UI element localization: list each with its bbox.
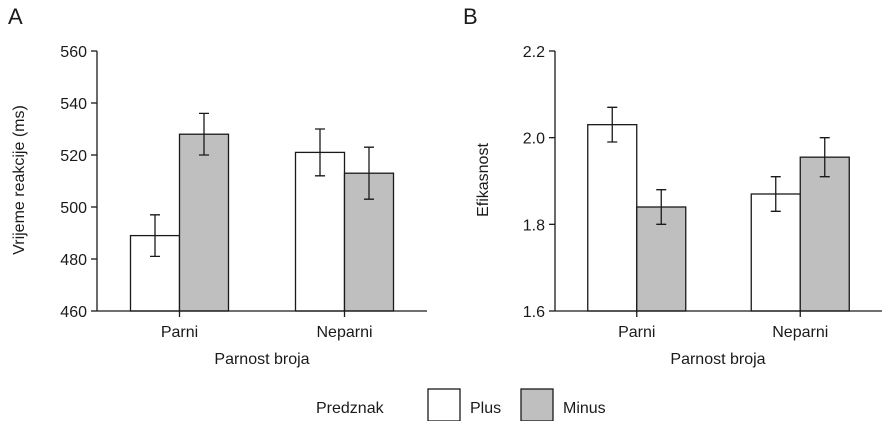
panel-a-ylabel: Vrijeme reakcije (ms) [11,105,28,255]
panel-b-y-tick-label: 2.0 [523,131,545,148]
panel-a-bar-neparni-plus [294,151,346,312]
panel-b-xlabel: Parnost broja [670,351,765,368]
panel-a-bar-parni-minus [178,133,230,312]
panel-b-x-tick-label: Neparni [772,324,828,341]
panel-a-x-tick-label: Parni [161,324,198,341]
panel-a-errorbar-parni-plus [150,214,160,258]
legend-swatch-minus [520,388,554,421]
panel-b-x-tick-label: Parni [618,324,655,341]
legend-swatch-plus [427,388,461,421]
panel-a-errorbar-neparni-minus [364,146,374,200]
panel-a-y-tick-label: 480 [60,252,87,269]
panel-a-y-tick-label: 520 [60,148,87,165]
panel-a-errorbar-parni-minus [199,112,209,156]
panel-a-letter: A [8,4,23,29]
panel-a: A Vrijeme reakcije (ms) Parnost broja Pa… [8,4,427,368]
panel-a-y-tick-label: 460 [60,304,87,321]
panel-b-errorbar-neparni-plus [770,176,781,212]
panel-a-errorbar-neparni-plus [315,128,325,177]
panel-b: B Efikasnost Parnost broja Parni Neparni 1… [463,4,882,368]
panel-b-y-tick-label: 1.6 [523,304,545,321]
legend-title: Predznak [316,400,385,417]
panel-b-errorbar-parni-minus [656,189,667,225]
panel-a-x-tick-label: Neparni [316,324,372,341]
panel-b-errorbar-parni-plus [607,106,618,143]
panel-b-ylabel: Efikasnost [475,143,492,217]
panel-a-y-tick-label: 540 [60,96,87,113]
panel-b-bar-neparni-minus [799,156,850,312]
panel-b-letter: B [463,4,478,29]
legend-label-plus: Plus [470,400,501,417]
panel-b-y-tick-label: 2.2 [523,44,545,61]
panel-b-y-tick-label: 1.8 [523,217,545,234]
panel-a-y-tick-label: 560 [60,44,87,61]
panel-b-bar-parni-plus [587,124,638,312]
panel-a-xlabel: Parnost broja [214,351,309,368]
legend-label-minus: Minus [563,400,606,417]
panel-a-y-tick-label: 500 [60,200,87,217]
legend: Predznak Plus Minus [316,388,606,421]
panel-b-errorbar-neparni-minus [819,137,830,178]
